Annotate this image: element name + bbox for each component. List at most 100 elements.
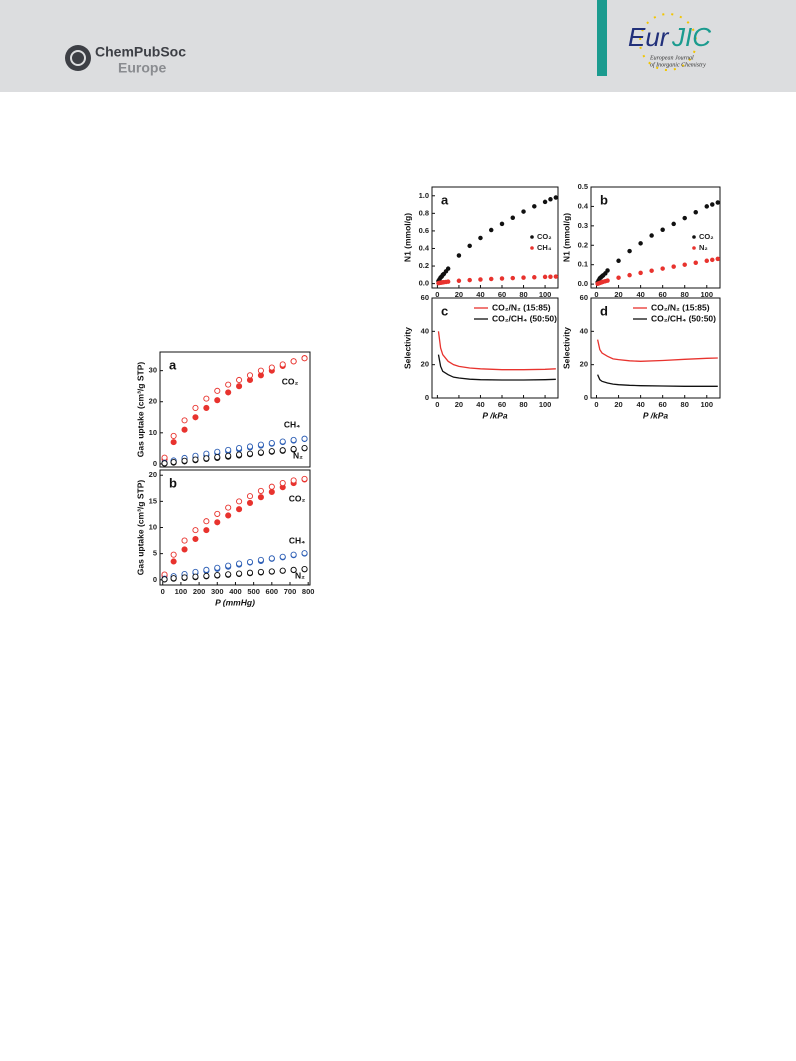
series-annotation: CO₂ bbox=[282, 376, 299, 386]
x-tick-label: 40 bbox=[636, 400, 644, 409]
y-tick-label: 60 bbox=[421, 293, 429, 302]
data-point bbox=[301, 550, 308, 557]
y-tick-label: 20 bbox=[421, 360, 429, 369]
data-point bbox=[246, 493, 254, 500]
data-point bbox=[170, 575, 177, 582]
publisher-logo: ChemPubSoc Europe bbox=[65, 44, 186, 76]
data-point bbox=[203, 404, 210, 411]
y-tick-label: 0 bbox=[425, 393, 429, 402]
data-point bbox=[246, 443, 254, 450]
data-point bbox=[279, 447, 286, 454]
x-tick-label: 0 bbox=[161, 587, 165, 596]
x-tick-label: 100 bbox=[701, 400, 714, 409]
data-point bbox=[715, 256, 721, 262]
data-point bbox=[478, 277, 483, 282]
data-point bbox=[671, 221, 676, 227]
panel-label: b bbox=[169, 475, 177, 490]
data-point bbox=[290, 436, 297, 444]
data-point bbox=[671, 264, 676, 269]
data-point bbox=[682, 215, 687, 221]
y-tick-label: 0.2 bbox=[578, 240, 588, 249]
data-point bbox=[170, 551, 177, 558]
series-annotation: CH₄ bbox=[284, 419, 300, 429]
data-point bbox=[290, 566, 297, 573]
data-point bbox=[456, 278, 462, 284]
data-point bbox=[246, 499, 254, 506]
y-tick-label: 0.0 bbox=[578, 279, 588, 288]
y-tick-label: 1.0 bbox=[419, 191, 429, 200]
x-tick-label: 0 bbox=[594, 400, 598, 409]
legend-label: CO₂/CH₄ (50:50) bbox=[492, 313, 557, 323]
data-point bbox=[257, 494, 264, 501]
data-point bbox=[225, 571, 232, 578]
data-point bbox=[236, 498, 243, 505]
data-point bbox=[290, 477, 297, 484]
x-tick-label: 40 bbox=[476, 400, 484, 409]
data-point bbox=[225, 562, 232, 569]
y-tick-label: 0.8 bbox=[419, 208, 429, 217]
x-tick-label: 400 bbox=[229, 587, 242, 596]
y-tick-label: 5 bbox=[153, 549, 157, 558]
data-point bbox=[553, 274, 559, 279]
data-point bbox=[225, 381, 232, 388]
y-tick-label: 10 bbox=[149, 428, 157, 437]
data-point bbox=[214, 454, 221, 461]
data-point bbox=[478, 235, 483, 241]
data-point bbox=[236, 383, 243, 390]
data-point bbox=[257, 487, 264, 494]
y-tick-label: 0.1 bbox=[578, 260, 588, 269]
data-point bbox=[181, 546, 188, 553]
data-point bbox=[510, 275, 516, 281]
data-line bbox=[437, 331, 556, 371]
data-point bbox=[192, 573, 199, 580]
legend-label: CO₂ bbox=[537, 232, 552, 241]
data-point bbox=[170, 558, 177, 565]
data-point bbox=[693, 260, 698, 266]
data-point bbox=[203, 572, 210, 579]
data-line bbox=[437, 354, 556, 381]
data-point bbox=[203, 518, 210, 525]
data-point bbox=[236, 451, 243, 458]
data-point bbox=[715, 200, 721, 205]
y-tick-label: 20 bbox=[149, 397, 157, 406]
data-point bbox=[257, 441, 264, 448]
x-tick-label: 60 bbox=[498, 290, 506, 299]
x-tick-label: 80 bbox=[681, 400, 689, 409]
data-point bbox=[246, 558, 254, 566]
data-point bbox=[445, 279, 451, 284]
data-point bbox=[660, 266, 665, 271]
data-point bbox=[279, 567, 286, 574]
legend-swatch bbox=[530, 246, 534, 250]
x-tick-label: 300 bbox=[211, 587, 224, 596]
y-tick-label: 40 bbox=[580, 326, 588, 335]
y-tick-label: 0 bbox=[153, 575, 157, 584]
y-tick-label: 10 bbox=[149, 522, 157, 531]
data-point bbox=[704, 204, 710, 209]
y-axis-label: Selectivity bbox=[561, 327, 571, 369]
data-point bbox=[203, 527, 210, 534]
data-point bbox=[605, 278, 610, 283]
data-point bbox=[553, 195, 559, 200]
data-point bbox=[290, 358, 297, 365]
panel-label: a bbox=[441, 192, 449, 207]
data-line bbox=[596, 339, 718, 362]
data-point bbox=[214, 519, 221, 526]
data-point bbox=[616, 275, 621, 280]
journal-full: of Inorganic Chemistry bbox=[650, 61, 706, 68]
chart-panel: 0.0 0.1 0.2 0.3 0.4 0.5 0 20 40 60 80 100 b N1 (mmol/… bbox=[561, 182, 721, 299]
y-tick-label: 0.4 bbox=[578, 201, 589, 210]
y-tick-label: 0 bbox=[584, 393, 588, 402]
data-point bbox=[548, 274, 553, 280]
data-point bbox=[246, 450, 254, 457]
chart-panel: 0 20 40 60 0 20 40 60 80 100 d Selectivity P /kPa CO₂… bbox=[561, 293, 721, 420]
y-tick-label: 40 bbox=[421, 326, 429, 335]
data-point bbox=[225, 389, 232, 396]
publisher-region: Europe bbox=[118, 60, 166, 76]
x-tick-label: 60 bbox=[658, 400, 666, 409]
y-tick-label: 15 bbox=[149, 496, 157, 505]
data-point bbox=[161, 576, 168, 583]
plot-frame bbox=[159, 469, 311, 586]
legend-label: CO₂/CH₄ (50:50) bbox=[651, 313, 716, 323]
data-point bbox=[225, 512, 232, 519]
